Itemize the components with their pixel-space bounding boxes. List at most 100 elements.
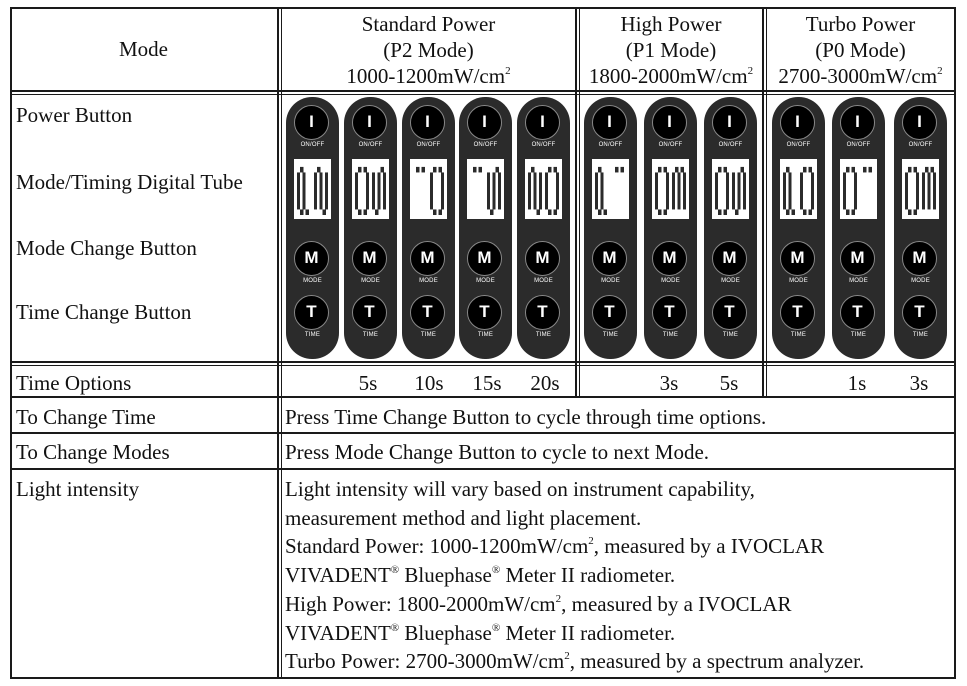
column-divider xyxy=(281,7,282,679)
time-button: T xyxy=(652,295,687,330)
power-caption: ON/OFF xyxy=(846,142,871,148)
time-button: T xyxy=(467,295,502,330)
mode-caption: MODE xyxy=(476,278,495,284)
turbo-power-name: Turbo Power xyxy=(805,12,916,36)
time-caption: TIME xyxy=(602,332,619,338)
time-button: T xyxy=(840,295,875,330)
row-divider xyxy=(10,361,956,363)
time-option: 5s xyxy=(358,371,378,395)
light-line: measurement method and light placement. xyxy=(285,506,642,530)
power-caption: ON/OFF xyxy=(531,142,556,148)
mode-caption: MODE xyxy=(303,278,322,284)
table-border xyxy=(10,7,956,9)
display-digit xyxy=(843,166,857,215)
time-caption: TIME xyxy=(304,332,321,338)
mode-button: M xyxy=(592,241,627,276)
high-power-header: High Power (P1 Mode) 1800-2000mW/cm2 xyxy=(580,11,762,89)
remote-control: I ON/OFF M MODE T TIME xyxy=(402,97,455,359)
digital-tube-display xyxy=(525,159,562,219)
remote-control: I ON/OFF M MODE T TIME xyxy=(894,97,947,359)
time-caption: TIME xyxy=(662,332,679,338)
display-digit xyxy=(314,166,328,215)
mode-caption: MODE xyxy=(361,278,380,284)
power-caption: ON/OFF xyxy=(300,142,325,148)
display-digit xyxy=(863,166,872,173)
time-caption: TIME xyxy=(420,332,437,338)
time-caption: TIME xyxy=(362,332,379,338)
display-digit xyxy=(545,166,559,215)
mode-caption: MODE xyxy=(661,278,680,284)
light-intensity-label: Light intensity xyxy=(16,477,140,501)
display-digit xyxy=(905,166,919,215)
standard-power-code: (P2 Mode) xyxy=(383,38,474,62)
mode-button: M xyxy=(352,241,387,276)
table-border xyxy=(10,7,12,679)
column-divider xyxy=(579,7,580,398)
mode-button: M xyxy=(902,241,937,276)
standard-power-header: Standard Power (P2 Mode) 1000-1200mW/cm2 xyxy=(282,11,575,89)
remote-control: I ON/OFF M MODE T TIME xyxy=(644,97,697,359)
standard-power-range: 1000-1200mW/cm2 xyxy=(346,64,511,88)
time-option: 3s xyxy=(659,371,679,395)
power-button: I xyxy=(525,105,560,140)
display-digit xyxy=(715,166,729,215)
change-time-label: To Change Time xyxy=(16,405,156,429)
mode-header: Mode xyxy=(10,36,277,62)
mode-button: M xyxy=(712,241,747,276)
high-power-range: 1800-2000mW/cm2 xyxy=(588,64,754,88)
display-digit xyxy=(528,166,542,215)
mode-table: Mode Standard Power (P2 Mode) 1000-1200m… xyxy=(10,7,956,679)
mode-caption: MODE xyxy=(911,278,930,284)
power-caption: ON/OFF xyxy=(358,142,383,148)
display-digit xyxy=(372,166,386,215)
light-line: Light intensity will vary based on instr… xyxy=(285,477,755,501)
power-button: I xyxy=(467,105,502,140)
digital-tube-display xyxy=(712,159,749,219)
power-caption: ON/OFF xyxy=(473,142,498,148)
column-divider xyxy=(277,7,279,679)
row-divider xyxy=(10,94,956,95)
display-digit xyxy=(615,166,624,173)
power-button: I xyxy=(294,105,329,140)
light-line: High Power: 1800-2000mW/cm2, measured by… xyxy=(285,592,792,616)
mode-caption: MODE xyxy=(721,278,740,284)
row-divider xyxy=(10,365,956,366)
light-line: VIVADENT® Bluephase® Meter II radiometer… xyxy=(285,563,676,587)
time-option: 10s xyxy=(414,371,444,395)
mode-caption: MODE xyxy=(601,278,620,284)
display-digit xyxy=(922,166,936,210)
display-digit xyxy=(473,166,482,173)
change-modes-label: To Change Modes xyxy=(16,440,170,464)
power-caption: ON/OFF xyxy=(416,142,441,148)
high-power-name: High Power xyxy=(620,12,722,36)
mode-button: M xyxy=(840,241,875,276)
power-caption: ON/OFF xyxy=(718,142,743,148)
high-power-code: (P1 Mode) xyxy=(625,38,717,62)
time-caption: TIME xyxy=(477,332,494,338)
remote-control: I ON/OFF M MODE T TIME xyxy=(517,97,570,359)
column-divider xyxy=(575,7,577,398)
digital-tube-display xyxy=(652,159,689,219)
standard-power-name: Standard Power xyxy=(361,12,496,36)
time-option: 1s xyxy=(847,371,867,395)
mode-caption: MODE xyxy=(419,278,438,284)
digital-tube-display xyxy=(467,159,504,219)
digital-tube-display xyxy=(294,159,331,219)
time-button: T xyxy=(780,295,815,330)
table-border xyxy=(10,677,956,679)
display-digit xyxy=(297,166,309,215)
turbo-power-range: 2700-3000mW/cm2 xyxy=(778,64,943,88)
display-digit xyxy=(732,166,746,215)
turbo-power-code: (P0 Mode) xyxy=(815,38,906,62)
time-options-label: Time Options xyxy=(16,371,132,395)
mode-button: M xyxy=(410,241,445,276)
power-button: I xyxy=(712,105,747,140)
display-digit xyxy=(655,166,669,215)
power-button: I xyxy=(592,105,627,140)
column-divider xyxy=(762,7,764,398)
mode-caption: MODE xyxy=(789,278,808,284)
row-divider xyxy=(10,468,956,470)
mode-button: M xyxy=(652,241,687,276)
mode-button-label: Mode Change Button xyxy=(16,236,197,260)
row-divider xyxy=(10,432,956,434)
